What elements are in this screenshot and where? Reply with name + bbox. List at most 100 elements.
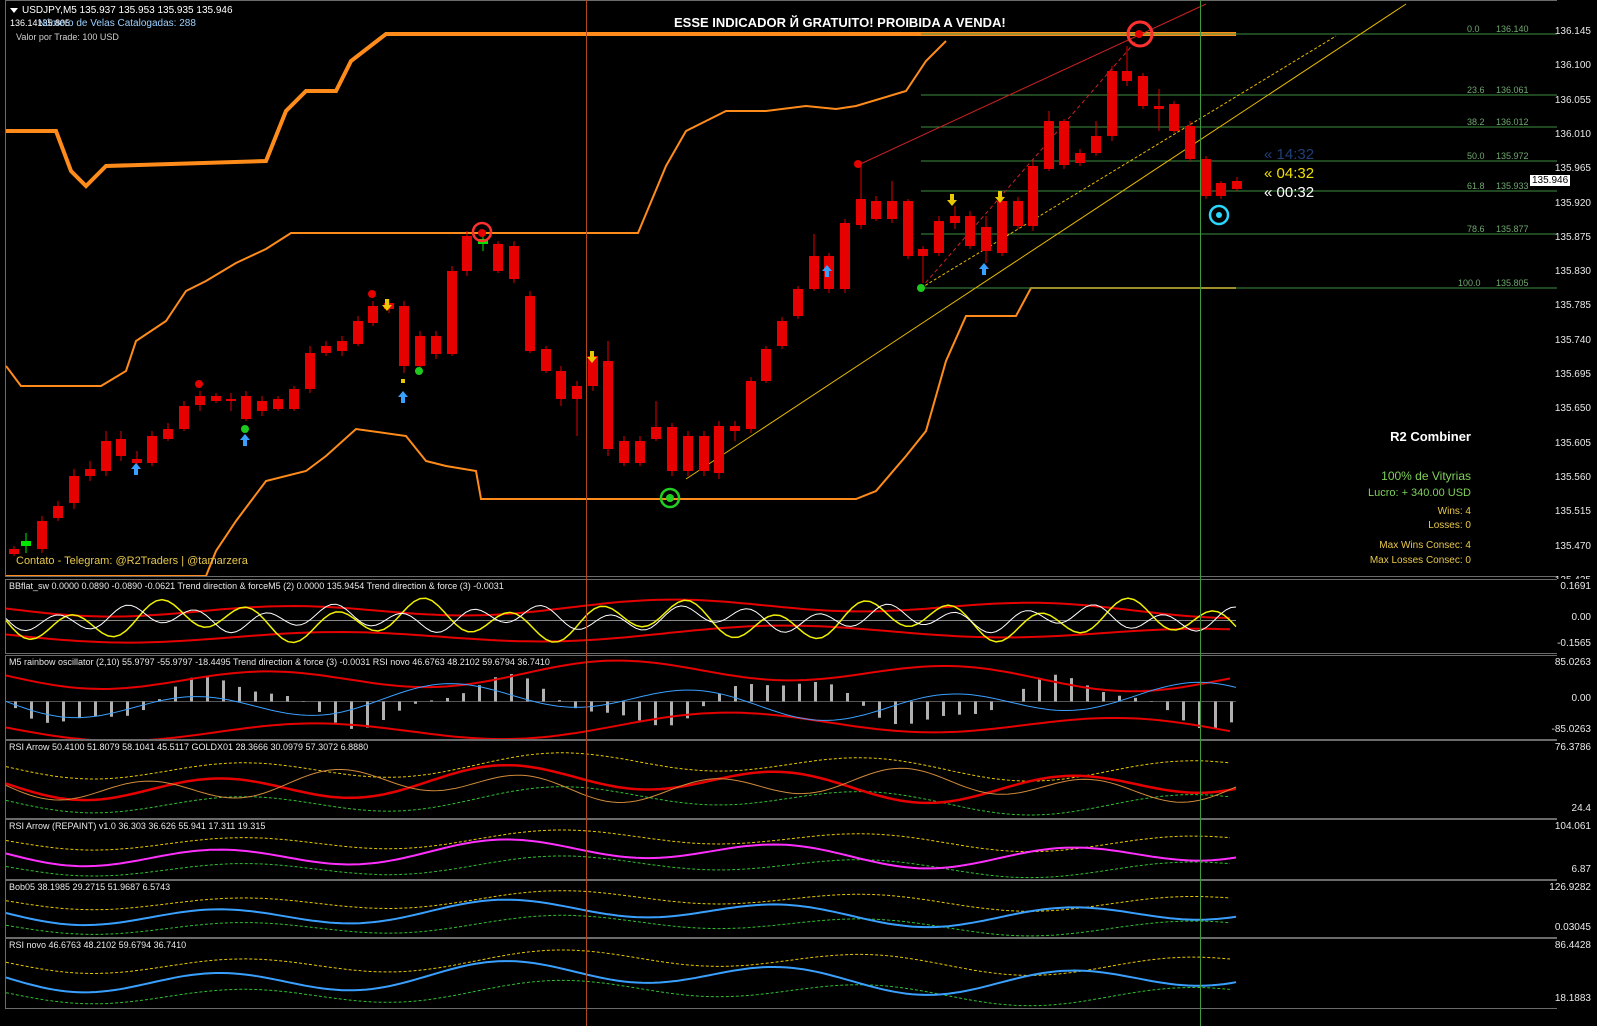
price-tag-line: 136.14135.805 <box>10 18 71 28</box>
osc-bar <box>254 691 257 702</box>
osc-bar <box>478 685 481 702</box>
osc-bar <box>94 701 97 717</box>
menu-triangle-icon[interactable] <box>10 8 18 13</box>
osc-bar <box>334 701 337 723</box>
indicator-pane-2[interactable]: M5 rainbow oscillator (2,10) 55.9797 -55… <box>5 655 1558 740</box>
osc-bar <box>78 701 81 719</box>
osc-bar <box>446 697 449 702</box>
candle-body <box>116 439 126 456</box>
price-tick: 136.010 <box>1554 128 1591 140</box>
candle-body <box>21 541 31 546</box>
indicator-pane-1[interactable]: BBflat_sw 0.0000 0.0890 -0.0890 -0.0621 … <box>5 579 1558 654</box>
osc-bar <box>46 701 49 723</box>
candle-body <box>667 427 677 471</box>
candle-body <box>1122 71 1132 81</box>
price-tick: 136.145 <box>1554 26 1591 37</box>
stats-max-losses: Max Losses Consec: 0 <box>1369 555 1471 566</box>
candle-body <box>462 236 472 271</box>
candle-body <box>1185 126 1195 159</box>
osc-bar <box>190 677 193 702</box>
osc-bar <box>462 693 465 702</box>
symbol-line: USDJPY,M5 135.937 135.953 135.935 135.94… <box>22 5 233 16</box>
fib-pct: 61.8 <box>1467 181 1485 191</box>
osc-bar <box>286 696 289 702</box>
vertical-line-orange[interactable] <box>586 0 587 1026</box>
indicator-tick: 76.3786 <box>1554 742 1591 753</box>
osc-bar <box>910 701 913 724</box>
candle-body <box>572 386 582 399</box>
stats-max-wins: Max Wins Consec: 4 <box>1379 540 1471 551</box>
candle-body <box>683 436 693 471</box>
candle-body <box>431 336 441 354</box>
candle-body <box>132 459 142 463</box>
osc-bar <box>750 684 753 702</box>
stats-winrate: 100% de Vityrias <box>1381 469 1471 483</box>
osc-bar <box>158 699 161 702</box>
down-arrow-icon <box>995 191 1005 203</box>
lower-level <box>6 914 1231 937</box>
osc-bar <box>1118 695 1121 702</box>
osc-bar <box>1134 697 1137 702</box>
candle-body <box>1107 71 1117 136</box>
candle-body <box>1138 76 1148 106</box>
fib-price: 136.140 <box>1496 24 1529 34</box>
fib-pct: 23.6 <box>1467 85 1485 95</box>
osc-bar <box>670 701 673 726</box>
osc-bar <box>1214 701 1217 729</box>
candle-body <box>289 389 299 409</box>
candle-body <box>85 469 95 476</box>
indicator-pane-5[interactable]: Bob05 38.1985 29.2715 51.9687 6.5743 <box>5 880 1558 938</box>
indicator-scale: 86.4428 18.1883 <box>1555 938 1597 1009</box>
candle-body <box>1059 121 1069 165</box>
timer-1: « 14:32 <box>1264 146 1315 163</box>
upper-band-thick <box>6 32 1236 189</box>
candle-body <box>556 371 566 399</box>
osc-bar <box>542 688 545 702</box>
zigzag-line <box>920 40 1137 289</box>
signal-dot <box>241 425 249 433</box>
indicator-plot <box>6 659 1237 739</box>
price-tick: 135.785 <box>1554 300 1591 312</box>
trade-value: Valor por Trade: 100 USD <box>16 32 119 42</box>
candle-body <box>195 396 205 405</box>
vertical-line-green[interactable] <box>1200 0 1201 1026</box>
candle-body <box>635 441 645 463</box>
osc-bar <box>142 701 145 711</box>
indicator-pane-6[interactable]: RSI novo 46.6763 48.2102 59.6794 36.7410 <box>5 938 1558 1009</box>
candle-body <box>856 199 866 225</box>
osc-bar <box>382 701 385 721</box>
osc-bar <box>398 701 401 711</box>
osc-bar <box>510 674 513 702</box>
down-arrow-icon <box>587 351 597 363</box>
indicator-pane-3[interactable]: RSI Arrow 50.4100 51.8079 58.1041 45.511… <box>5 740 1558 819</box>
candle-body <box>1091 136 1101 153</box>
sell-ring <box>471 221 493 243</box>
price-scale[interactable]: 136.145 136.100 136.055 136.010 135.965 135.9… <box>1554 0 1597 586</box>
osc-bar <box>622 701 625 716</box>
contact-text: Contato - Telegram: @R2Traders | @tamarz… <box>16 555 248 567</box>
main-chart-pane[interactable]: USDJPY,M5 135.937 135.953 135.935 135.94… <box>5 0 1558 577</box>
osc-bar <box>782 685 785 702</box>
candle-body <box>337 341 347 351</box>
indicator-pane-4[interactable]: RSI Arrow (REPAINT) v1.0 36.303 36.626 5… <box>5 819 1558 880</box>
candle-body <box>730 426 740 431</box>
signal-dot <box>195 380 203 388</box>
indicator-tick: -0.1565 <box>1557 638 1591 649</box>
fib-price: 135.972 <box>1496 151 1529 161</box>
candle-body <box>69 476 79 503</box>
candle-body <box>321 346 331 353</box>
candle-body <box>525 296 535 351</box>
stats-losses: Losses: 0 <box>1428 520 1471 531</box>
price-chart <box>6 3 1557 576</box>
indicator-title: Bob05 38.1985 29.2715 51.9687 6.5743 <box>9 882 171 892</box>
indicator-tick: 126.9282 <box>1549 882 1591 893</box>
buy-ring <box>1208 204 1230 226</box>
osc-bar <box>174 686 177 702</box>
osc-bar <box>830 684 833 702</box>
osc-bar <box>718 693 721 702</box>
candle-body <box>588 356 598 386</box>
osc-bar <box>126 701 129 716</box>
signal-dot <box>478 229 486 237</box>
main-line <box>6 763 1237 805</box>
price-tick: 135.830 <box>1554 266 1591 278</box>
